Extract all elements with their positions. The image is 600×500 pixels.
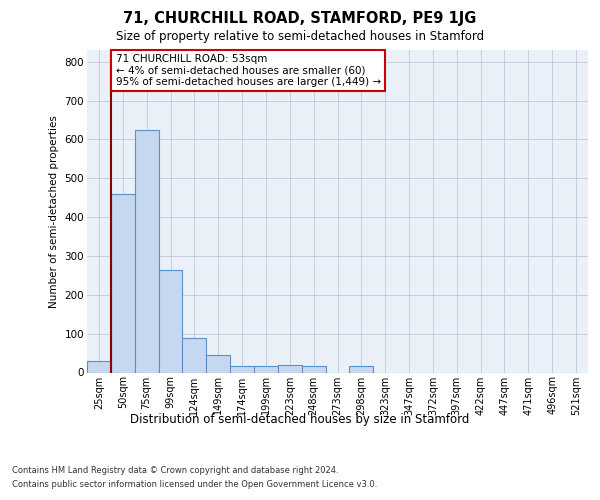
Bar: [278, 364, 302, 372]
Y-axis label: Number of semi-detached properties: Number of semi-detached properties: [49, 115, 59, 308]
Bar: [254, 366, 278, 372]
Bar: [349, 366, 373, 372]
Text: Contains public sector information licensed under the Open Government Licence v3: Contains public sector information licen…: [12, 480, 377, 489]
Bar: [230, 366, 254, 372]
Text: Size of property relative to semi-detached houses in Stamford: Size of property relative to semi-detach…: [116, 30, 484, 43]
Bar: [302, 366, 326, 372]
Bar: [206, 355, 230, 372]
Text: Contains HM Land Registry data © Crown copyright and database right 2024.: Contains HM Land Registry data © Crown c…: [12, 466, 338, 475]
Bar: [111, 194, 135, 372]
Bar: [135, 130, 158, 372]
Bar: [87, 361, 111, 372]
Text: Distribution of semi-detached houses by size in Stamford: Distribution of semi-detached houses by …: [130, 412, 470, 426]
Bar: [182, 338, 206, 372]
Text: 71, CHURCHILL ROAD, STAMFORD, PE9 1JG: 71, CHURCHILL ROAD, STAMFORD, PE9 1JG: [124, 11, 476, 26]
Bar: [158, 270, 182, 372]
Text: 71 CHURCHILL ROAD: 53sqm
← 4% of semi-detached houses are smaller (60)
95% of se: 71 CHURCHILL ROAD: 53sqm ← 4% of semi-de…: [116, 54, 381, 87]
